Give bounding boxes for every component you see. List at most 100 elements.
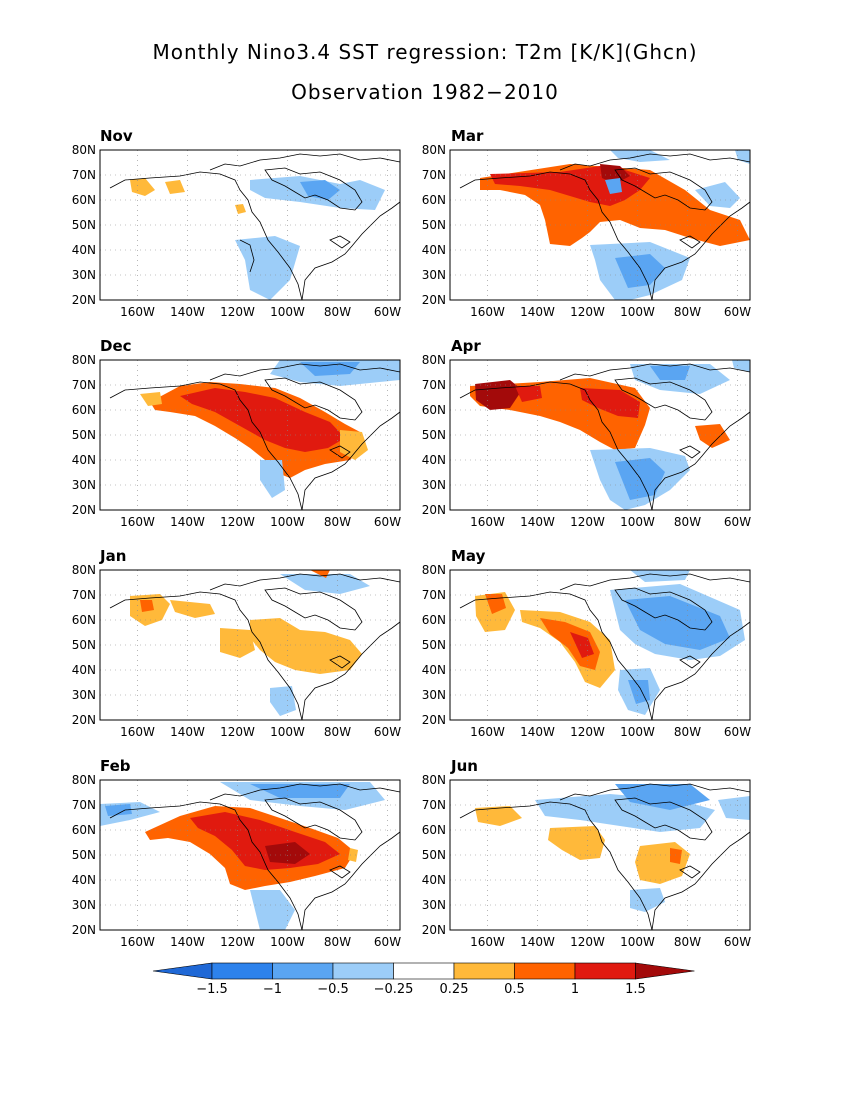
lat-tick-label: 80N bbox=[422, 143, 446, 157]
lat-tick-label: 60N bbox=[422, 403, 446, 417]
lat-tick-label: 30N bbox=[422, 898, 446, 912]
panel-label-apr: Apr bbox=[451, 337, 481, 355]
panel-label-may: May bbox=[451, 547, 486, 565]
panel-frame bbox=[99, 569, 401, 721]
lat-tick-label: 80N bbox=[422, 773, 446, 787]
lon-tick-label: 80W bbox=[674, 935, 701, 949]
panel-frame bbox=[99, 359, 401, 511]
lat-tick-label: 70N bbox=[72, 588, 96, 602]
lat-tick-label: 20N bbox=[422, 503, 446, 517]
panel-frame bbox=[99, 149, 401, 301]
lon-tick-label: 120W bbox=[220, 935, 255, 949]
lat-tick-label: 20N bbox=[422, 293, 446, 307]
colorbar-swatch bbox=[514, 962, 576, 980]
panel-label-mar: Mar bbox=[451, 127, 484, 145]
lat-tick-label: 50N bbox=[422, 638, 446, 652]
panel-label-nov: Nov bbox=[100, 127, 133, 145]
lon-tick-label: 140W bbox=[520, 305, 555, 319]
lat-tick-label: 60N bbox=[72, 403, 96, 417]
gridlines bbox=[450, 360, 750, 510]
lat-tick-label: 30N bbox=[422, 478, 446, 492]
lon-tick-label: 100W bbox=[270, 725, 305, 739]
panel-label-feb: Feb bbox=[100, 757, 131, 775]
coastline bbox=[459, 153, 751, 301]
lat-tick-label: 70N bbox=[422, 798, 446, 812]
lon-tick-label: 160W bbox=[470, 515, 505, 529]
lat-tick-label: 50N bbox=[72, 638, 96, 652]
shading bbox=[475, 784, 750, 912]
lat-tick-label: 50N bbox=[72, 848, 96, 862]
lon-tick-label: 60W bbox=[374, 515, 401, 529]
lon-tick-label: 160W bbox=[120, 305, 155, 319]
lat-tick-label: 70N bbox=[72, 168, 96, 182]
lat-tick-label: 80N bbox=[72, 773, 96, 787]
lat-tick-label: 40N bbox=[422, 243, 446, 257]
lon-tick-label: 120W bbox=[570, 725, 605, 739]
panel-jan bbox=[99, 569, 401, 721]
gridlines bbox=[100, 570, 400, 720]
lon-tick-label: 120W bbox=[220, 725, 255, 739]
lat-tick-label: 20N bbox=[422, 713, 446, 727]
lon-tick-label: 100W bbox=[270, 515, 305, 529]
lon-tick-label: 80W bbox=[674, 515, 701, 529]
figure-title: Monthly Nino3.4 SST regression: T2m [K/K… bbox=[152, 40, 698, 64]
lon-tick-label: 80W bbox=[674, 725, 701, 739]
lat-tick-label: 40N bbox=[72, 453, 96, 467]
lon-tick-label: 80W bbox=[674, 305, 701, 319]
shading bbox=[130, 570, 370, 716]
lon-tick-label: 120W bbox=[570, 935, 605, 949]
lon-tick-label: 80W bbox=[324, 725, 351, 739]
panel-may bbox=[449, 569, 751, 721]
shading bbox=[130, 176, 385, 300]
gridlines bbox=[100, 150, 400, 300]
colorbar-label: 0.25 bbox=[440, 982, 469, 997]
lon-tick-label: 160W bbox=[120, 725, 155, 739]
lon-tick-label: 100W bbox=[620, 515, 655, 529]
panel-label-dec: Dec bbox=[100, 337, 132, 355]
lon-tick-label: 100W bbox=[270, 935, 305, 949]
lon-tick-label: 120W bbox=[220, 515, 255, 529]
coastline bbox=[109, 363, 401, 511]
lon-tick-label: 60W bbox=[724, 725, 751, 739]
colorbar-label: −1 bbox=[263, 982, 282, 997]
lat-tick-label: 30N bbox=[72, 688, 96, 702]
lon-tick-label: 140W bbox=[520, 515, 555, 529]
lat-tick-label: 40N bbox=[72, 663, 96, 677]
coastline bbox=[109, 153, 401, 301]
lat-tick-label: 30N bbox=[422, 268, 446, 282]
colorbar-swatch bbox=[635, 962, 695, 980]
lat-tick-label: 40N bbox=[422, 663, 446, 677]
lat-tick-label: 30N bbox=[72, 478, 96, 492]
panel-jun bbox=[449, 779, 751, 931]
panel-feb bbox=[99, 779, 401, 931]
lon-tick-label: 80W bbox=[324, 515, 351, 529]
lat-tick-label: 60N bbox=[72, 613, 96, 627]
lat-tick-label: 70N bbox=[422, 588, 446, 602]
lat-tick-label: 70N bbox=[72, 798, 96, 812]
lon-tick-label: 60W bbox=[374, 725, 401, 739]
colorbar-label: −0.25 bbox=[374, 982, 414, 997]
colorbar-swatch bbox=[211, 962, 273, 980]
panel-label-jun: Jun bbox=[451, 757, 478, 775]
lon-tick-label: 160W bbox=[120, 515, 155, 529]
panel-frame bbox=[449, 359, 751, 511]
coastline bbox=[459, 363, 751, 511]
panel-apr bbox=[449, 359, 751, 511]
panel-mar bbox=[449, 149, 751, 301]
lon-tick-label: 140W bbox=[170, 305, 205, 319]
lon-tick-label: 120W bbox=[570, 305, 605, 319]
lat-tick-label: 60N bbox=[72, 823, 96, 837]
coastline bbox=[459, 783, 751, 931]
lon-tick-label: 120W bbox=[570, 515, 605, 529]
panel-nov bbox=[99, 149, 401, 301]
lat-tick-label: 30N bbox=[72, 898, 96, 912]
shading bbox=[100, 782, 385, 930]
lat-tick-label: 40N bbox=[422, 453, 446, 467]
lon-tick-label: 60W bbox=[724, 305, 751, 319]
lat-tick-label: 40N bbox=[72, 243, 96, 257]
lon-tick-label: 60W bbox=[374, 305, 401, 319]
lat-tick-label: 20N bbox=[422, 923, 446, 937]
lat-tick-label: 80N bbox=[422, 353, 446, 367]
shading bbox=[470, 360, 750, 510]
lon-tick-label: 160W bbox=[470, 305, 505, 319]
